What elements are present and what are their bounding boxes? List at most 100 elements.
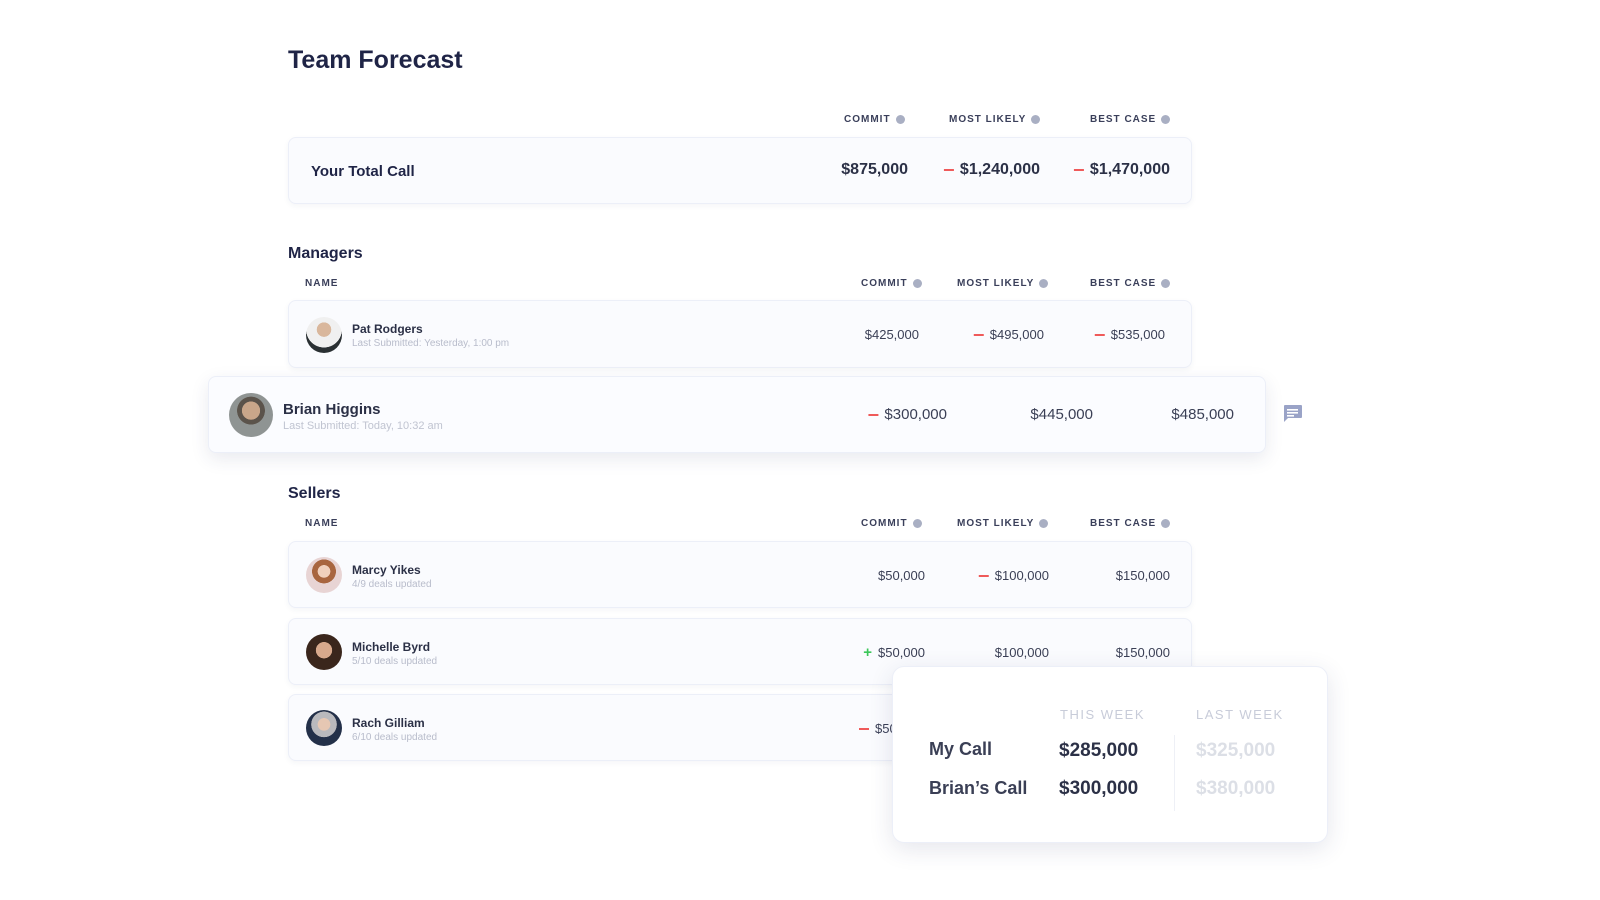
info-icon[interactable] (1161, 519, 1171, 528)
best-case-header-label: BEST CASE (1090, 114, 1157, 125)
my-call-label: My Call (929, 739, 993, 759)
info-icon[interactable] (1039, 519, 1049, 528)
commit-value: $425,000 (865, 327, 919, 342)
avatar (306, 317, 342, 353)
brians-call-this-week: $300,000 (1059, 778, 1139, 799)
best-case-header: BEST CASE (1090, 114, 1171, 125)
info-icon[interactable] (912, 519, 922, 528)
my-call-this-week: $285,000 (1059, 740, 1139, 761)
commit-amount: $50 (875, 721, 897, 736)
best-case-header-label: BEST CASE (1090, 518, 1157, 529)
commit-header-label: COMMIT (861, 278, 908, 289)
info-icon[interactable] (1039, 279, 1049, 288)
commit-value: $50,000 (878, 568, 925, 583)
page-title: Team Forecast (288, 46, 463, 74)
commit-header: COMMIT (861, 278, 922, 289)
person-name: Rach Gilliam (352, 716, 425, 730)
total-best-case: $1,470,000 (1073, 161, 1170, 179)
avatar (306, 557, 342, 593)
best-case-header-label: BEST CASE (1090, 278, 1157, 289)
total-commit-value: $875,000 (841, 161, 908, 178)
best-case-value: $535,000 (1094, 327, 1165, 342)
best-case-value: $485,000 (1171, 406, 1234, 423)
best-case-value: $150,000 (1116, 568, 1170, 583)
person-subtitle: 4/9 deals updated (352, 579, 432, 590)
sellers-heading: Sellers (288, 485, 341, 502)
trend-down-icon (943, 169, 954, 171)
commit-value: + $50,000 (863, 644, 925, 661)
trend-down-icon (1094, 333, 1105, 336)
brians-call-label: Brian’s Call (929, 778, 1028, 798)
most-likely-amount: $100,000 (994, 568, 1049, 583)
avatar (229, 393, 273, 437)
trend-up-icon: + (863, 644, 872, 661)
this-week-header: THIS WEEK (1060, 707, 1146, 722)
commit-header-label: COMMIT (861, 518, 908, 529)
commit-amount: $425,000 (864, 327, 919, 342)
managers-heading: Managers (288, 245, 363, 262)
total-commit: $875,000 (841, 161, 908, 179)
info-icon[interactable] (1161, 115, 1171, 124)
commit-header: COMMIT (844, 114, 905, 125)
column-divider (1174, 735, 1175, 811)
best-case-header: BEST CASE (1090, 278, 1171, 289)
most-likely-value: $495,000 (973, 327, 1044, 342)
name-header-label: NAME (305, 278, 339, 289)
my-call-last-week: $325,000 (1196, 740, 1276, 761)
best-case-header: BEST CASE (1090, 518, 1171, 529)
person-name: Brian Higgins (283, 401, 381, 418)
most-likely-value: $100,000 (978, 568, 1049, 583)
brians-call-last-week: $380,000 (1196, 778, 1276, 799)
seller-row-marcy-yikes[interactable]: Marcy Yikes 4/9 deals updated $50,000 $1… (288, 541, 1192, 608)
avatar (306, 634, 342, 670)
best-case-value: $150,000 (1116, 645, 1170, 660)
name-header: NAME (305, 278, 338, 289)
call-comparison-popup: THIS WEEK LAST WEEK My Call $285,000 $32… (892, 666, 1328, 843)
most-likely-header: MOST LIKELY (957, 278, 1049, 289)
info-icon[interactable] (1031, 115, 1041, 124)
last-week-header: LAST WEEK (1196, 707, 1284, 722)
most-likely-value: $100,000 (995, 645, 1049, 660)
manager-row-brian-higgins[interactable]: Brian Higgins Last Submitted: Today, 10:… (208, 376, 1266, 453)
total-most-likely: $1,240,000 (943, 161, 1040, 179)
trend-down-icon (978, 574, 989, 577)
most-likely-value: $445,000 (1030, 406, 1093, 423)
most-likely-amount: $445,000 (1030, 406, 1093, 423)
best-case-amount: $150,000 (1115, 645, 1170, 660)
manager-row-pat-rodgers[interactable]: Pat Rodgers Last Submitted: Yesterday, 1… (288, 300, 1192, 368)
info-icon[interactable] (895, 115, 905, 124)
commit-value: $50 (859, 721, 897, 736)
commit-amount: $50,000 (878, 645, 925, 660)
info-icon[interactable] (912, 279, 922, 288)
commit-value: $300,000 (868, 406, 947, 423)
seller-row-michelle-byrd[interactable]: Michelle Byrd 5/10 deals updated + $50,00… (288, 618, 1192, 685)
total-call-card: Your Total Call $875,000 $1,240,000 $1,4… (288, 137, 1192, 204)
info-icon[interactable] (1161, 279, 1171, 288)
name-header: NAME (305, 518, 338, 529)
person-name: Michelle Byrd (352, 640, 431, 654)
most-likely-header-label: MOST LIKELY (957, 278, 1035, 289)
best-case-amount: $150,000 (1115, 568, 1170, 583)
name-header-label: NAME (305, 518, 339, 529)
best-case-amount: $535,000 (1110, 327, 1165, 342)
best-case-amount: $485,000 (1171, 406, 1234, 423)
trend-down-icon (859, 727, 869, 730)
person-subtitle: 6/10 deals updated (352, 732, 438, 743)
person-name: Pat Rodgers (352, 322, 423, 336)
trend-down-icon (868, 413, 879, 416)
most-likely-amount: $100,000 (994, 645, 1049, 660)
commit-amount: $300,000 (884, 406, 947, 423)
commit-amount: $50,000 (878, 568, 925, 583)
trend-down-icon (1073, 169, 1084, 171)
most-likely-header-label: MOST LIKELY (957, 518, 1035, 529)
comment-icon[interactable] (1282, 404, 1303, 423)
trend-down-icon (973, 333, 984, 336)
most-likely-header: MOST LIKELY (949, 114, 1041, 125)
total-most-likely-value: $1,240,000 (959, 161, 1040, 178)
commit-header-label: COMMIT (844, 114, 891, 125)
person-subtitle: 5/10 deals updated (352, 656, 438, 667)
avatar (306, 710, 342, 746)
total-best-case-value: $1,470,000 (1089, 161, 1170, 178)
person-subtitle: Last Submitted: Today, 10:32 am (283, 420, 443, 432)
person-subtitle: Last Submitted: Yesterday, 1:00 pm (352, 338, 510, 349)
